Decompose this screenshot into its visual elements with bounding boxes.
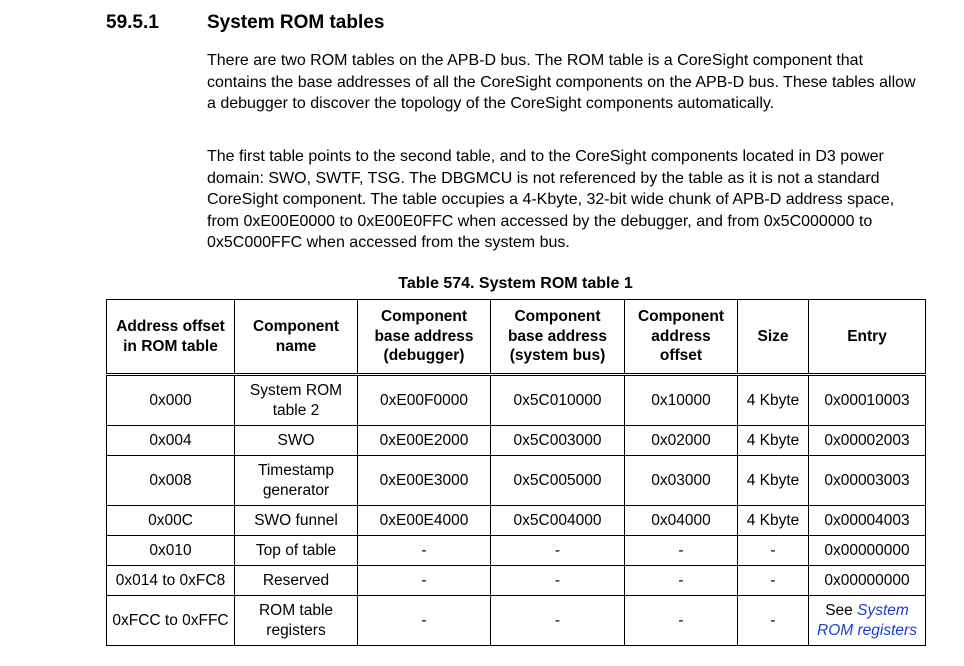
table-cell: - — [490, 565, 625, 596]
table-cell: 0x00002003 — [808, 425, 926, 456]
table-cell: 0x02000 — [624, 425, 738, 456]
table-cell: 4 Kbyte — [737, 505, 809, 536]
table-cell: 0x00000000 — [808, 565, 926, 596]
table-cell: Reserved — [234, 565, 358, 596]
table-row: 0x00C SWO funnel 0xE00E4000 0x5C004000 0x040… — [106, 505, 926, 536]
table-cell: - — [357, 565, 491, 596]
table-cell: - — [357, 535, 491, 566]
table-cell: 0x014 to 0xFC8 — [106, 565, 235, 596]
header-cell: Component address offset — [624, 299, 738, 376]
table-row: 0x000 System ROM table 2 0xE00F0000 0x5C010… — [106, 374, 926, 426]
table-cell: - — [737, 595, 809, 646]
paragraph: The first table points to the second tab… — [207, 148, 895, 251]
table-cell: Top of table — [234, 535, 358, 566]
section-number: 59.5.1 — [106, 12, 159, 33]
table-cell: Timestamp generator — [234, 455, 358, 506]
table-cell: 0x00000000 — [808, 535, 926, 566]
table-cell: 0x5C005000 — [490, 455, 625, 506]
table-row: 0x010 Top of table - - - -0x00000000 — [106, 535, 926, 566]
header-cell: Component base address (debugger) — [357, 299, 491, 376]
header-cell: Component name — [234, 299, 358, 376]
table-cell: 0x004 — [106, 425, 235, 456]
header-cell: Component base address (system bus) — [490, 299, 625, 376]
table-cell: 0xE00E3000 — [357, 455, 491, 506]
table-cell: 4 Kbyte — [737, 455, 809, 506]
table-cell: 0x03000 — [624, 455, 738, 506]
table-cell: 0x00010003 — [808, 374, 926, 426]
table-cell: ROM table registers — [234, 595, 358, 646]
paragraph: There are two ROM tables on the APB-D bu… — [207, 52, 916, 112]
table-cell: - — [624, 565, 738, 596]
table-cell: 0x5C003000 — [490, 425, 625, 456]
table-cell: - — [737, 535, 809, 566]
table-cell: 0x04000 — [624, 505, 738, 536]
header-row: Address offset in ROM table Component nam… — [106, 299, 926, 376]
table-cell: See System ROM registers — [808, 595, 926, 646]
link[interactable]: System ROM registers — [817, 602, 917, 639]
table-cell: System ROM table 2 — [234, 374, 358, 426]
header-cell: Size — [737, 299, 809, 376]
table-cell: - — [624, 535, 738, 566]
table-cell: - — [737, 565, 809, 596]
table-cell: 0x00004003 — [808, 505, 926, 536]
table-cell: 4 Kbyte — [737, 425, 809, 456]
table-cell: 0x000 — [106, 374, 235, 426]
header-cell: Address offset in ROM table — [106, 299, 235, 376]
table-cell: 0x008 — [106, 455, 235, 506]
table-cell: 0x5C010000 — [490, 374, 625, 426]
header-cell: Entry — [808, 299, 926, 376]
table-cell: 0x10000 — [624, 374, 738, 426]
table-cell: - — [490, 535, 625, 566]
table-row: 0x004 SWO 0xE00E2000 0x5C003000 0x02000 4 Kby… — [106, 425, 926, 456]
table-cell: 0xE00E2000 — [357, 425, 491, 456]
table-cell: 0x5C004000 — [490, 505, 625, 536]
table-caption: Table 574. System ROM table 1 — [398, 275, 633, 292]
table-cell: 4 Kbyte — [737, 374, 809, 426]
table-row: 0x014 to 0xFC8 Reserved - - - -0x00000000 — [106, 565, 926, 596]
table-cell: 0x00C — [106, 505, 235, 536]
see-text: See — [825, 602, 853, 619]
table-row: 0xFCC to 0xFFC ROM table registers - - - - See… — [106, 595, 926, 646]
table-cell: - — [490, 595, 625, 646]
table-cell: 0xE00F0000 — [357, 374, 491, 426]
table-row: 0x008 Timestamp generator 0xE00E3000 0x5C00… — [106, 455, 926, 506]
table-cell: 0xE00E4000 — [357, 505, 491, 536]
table-cell: 0x010 — [106, 535, 235, 566]
section-title: System ROM tables — [207, 12, 385, 33]
table-cell: - — [624, 595, 738, 646]
table-cell: 0x00003003 — [808, 455, 926, 506]
table-cell: SWO funnel — [234, 505, 358, 536]
table-cell: SWO — [234, 425, 358, 456]
table-cell: - — [357, 595, 491, 646]
table-body: 0x000 System ROM table 2 0xE00F0000 0x5C010… — [106, 374, 926, 646]
rom-table: Address offset in ROM table Component nam… — [106, 299, 926, 646]
table-cell: 0xFCC to 0xFFC — [106, 595, 235, 646]
